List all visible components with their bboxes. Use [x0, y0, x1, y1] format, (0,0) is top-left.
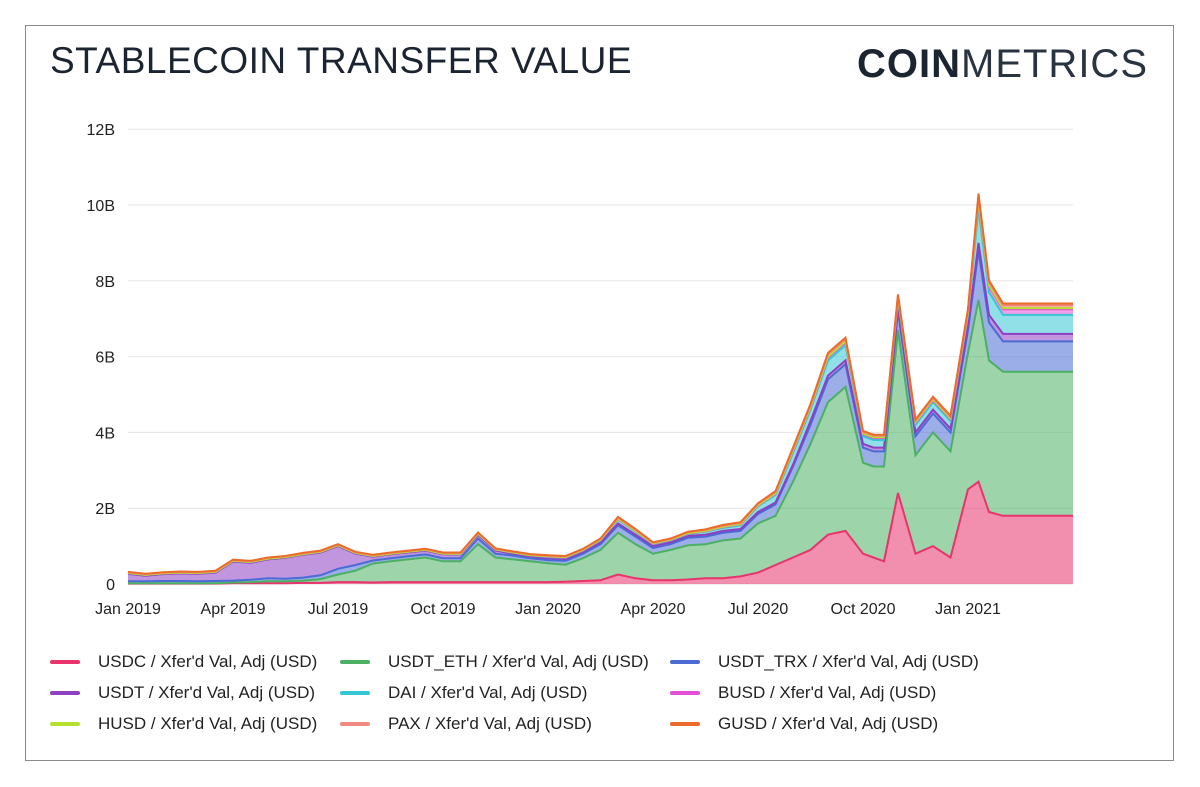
x-tick-label: Jul 2020	[728, 601, 789, 618]
series-area	[128, 299, 1073, 584]
legend-label: USDT_TRX / Xfer'd Val, Adj (USD)	[718, 652, 979, 671]
x-tick-label: Jan 2019	[95, 601, 161, 618]
series-area	[128, 250, 1073, 584]
y-axis-ticks: 0 2B 4B 6B 8B 10B 12B	[87, 122, 116, 594]
x-tick-label: Jan 2020	[515, 601, 581, 618]
legend-item[interactable]: HUSD / Xfer'd Val, Adj (USD)	[50, 714, 317, 734]
legend-label: GUSD / Xfer'd Val, Adj (USD)	[718, 714, 939, 733]
x-tick-label: Oct 2019	[411, 601, 476, 618]
legend-label: DAI / Xfer'd Val, Adj (USD)	[388, 683, 588, 702]
legend-label: PAX / Xfer'd Val, Adj (USD)	[388, 714, 592, 733]
series-line	[127, 193, 1073, 575]
legend-item[interactable]: GUSD / Xfer'd Val, Adj (USD)	[670, 714, 938, 734]
legend-label: HUSD / Xfer'd Val, Adj (USD)	[98, 714, 318, 733]
series-line	[128, 480, 1073, 585]
legend-swatch	[340, 691, 370, 695]
y-tick-label: 6B	[95, 350, 115, 367]
x-tick-label: Oct 2020	[831, 601, 896, 618]
legend-item[interactable]: USDT / Xfer'd Val, Adj (USD)	[50, 683, 315, 703]
series-area	[128, 481, 1073, 584]
series-areas	[128, 193, 1073, 584]
legend-item[interactable]: USDT_TRX / Xfer'd Val, Adj (USD)	[670, 652, 979, 672]
logo-bold-text: COIN	[857, 42, 961, 86]
series-line	[128, 250, 1073, 583]
series-lines	[127, 193, 1073, 585]
y-tick-label: 12B	[87, 122, 115, 139]
legend-item[interactable]: USDC / Xfer'd Val, Adj (USD)	[50, 652, 317, 672]
legend-swatch	[50, 722, 80, 726]
chart-title: STABLECOIN TRANSFER VALUE	[50, 40, 633, 81]
series-line	[128, 299, 1073, 585]
x-tick-label: Apr 2019	[201, 601, 266, 618]
legend-swatch	[670, 722, 700, 726]
legend-item[interactable]: USDT_ETH / Xfer'd Val, Adj (USD)	[340, 652, 649, 672]
x-tick-label: Apr 2020	[621, 601, 686, 618]
legend-label: USDT / Xfer'd Val, Adj (USD)	[98, 683, 316, 702]
y-tick-label: 2B	[95, 501, 115, 518]
x-tick-label: Jan 2021	[935, 601, 1001, 618]
legend-swatch	[340, 660, 370, 664]
legend-swatch	[670, 691, 700, 695]
legend-label: BUSD / Xfer'd Val, Adj (USD)	[718, 683, 937, 702]
y-tick-label: 0	[106, 577, 115, 594]
coinmetrics-logo: COINMETRICS	[857, 42, 1148, 87]
legend-label: USDC / Xfer'd Val, Adj (USD)	[98, 652, 318, 671]
logo-light-text: METRICS	[961, 42, 1148, 86]
legend-item[interactable]: DAI / Xfer'd Val, Adj (USD)	[340, 683, 587, 703]
y-tick-label: 10B	[87, 198, 115, 215]
x-tick-label: Jul 2019	[308, 601, 369, 618]
y-tick-label: 8B	[95, 274, 115, 291]
legend-swatch	[670, 660, 700, 664]
legend-item[interactable]: PAX / Xfer'd Val, Adj (USD)	[340, 714, 592, 734]
legend-label: USDT_ETH / Xfer'd Val, Adj (USD)	[388, 652, 649, 671]
y-tick-label: 4B	[95, 425, 115, 442]
legend-swatch	[50, 660, 80, 664]
x-axis-ticks: Jan 2019 Apr 2019 Jul 2019 Oct 2019 Jan 2020…	[95, 601, 1001, 618]
legend-item[interactable]: BUSD / Xfer'd Val, Adj (USD)	[670, 683, 936, 703]
legend-swatch	[50, 691, 80, 695]
legend-swatch	[340, 722, 370, 726]
